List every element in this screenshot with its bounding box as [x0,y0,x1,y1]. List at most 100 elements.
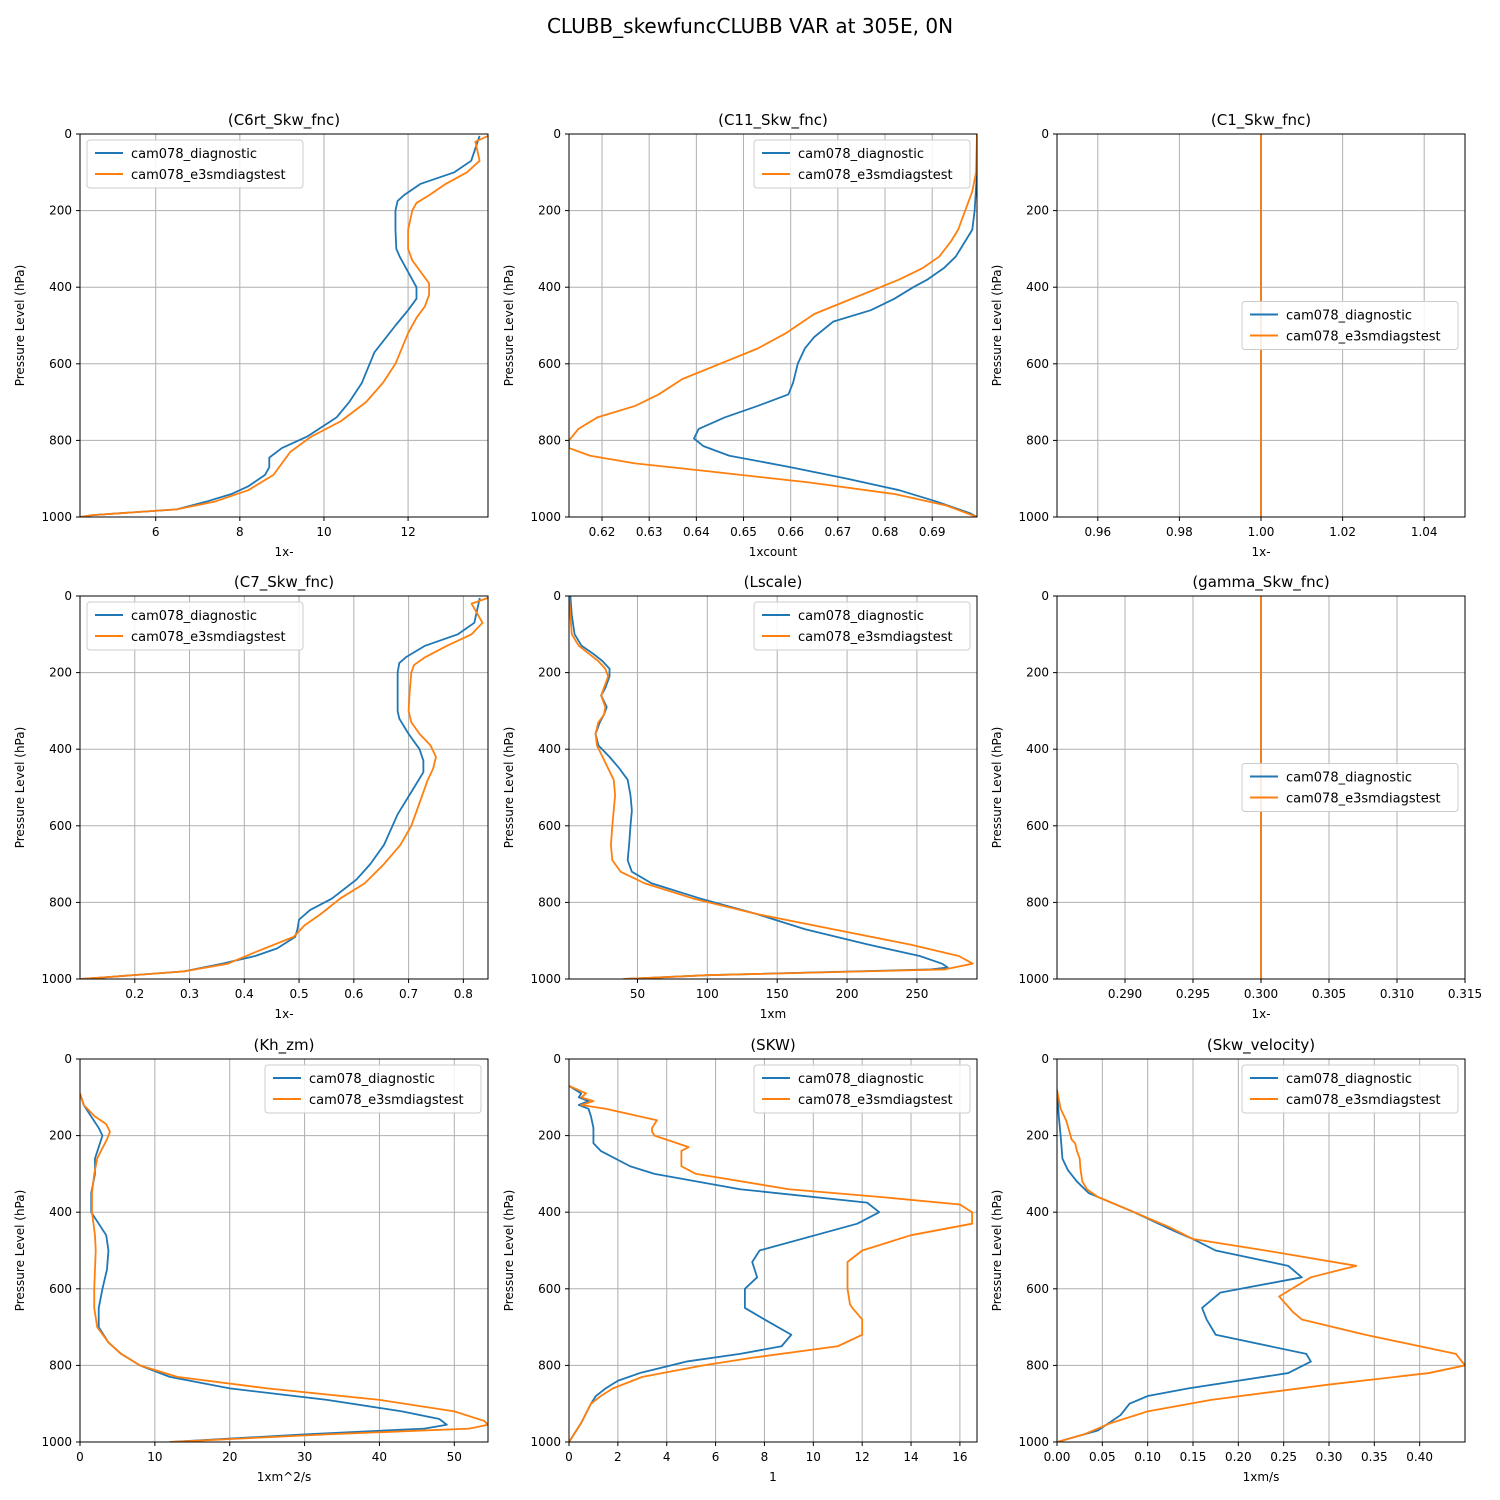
x-tick-label: 0.65 [730,525,757,539]
y-tick-label: 800 [538,895,561,909]
legend-label: cam078_diagnostic [309,1072,435,1087]
y-tick-label: 200 [1026,1129,1049,1143]
x-axis-label: 1x- [274,545,293,559]
series-line-1 [80,597,481,979]
legend-label: cam078_e3smdiagstest [1286,792,1441,807]
axes-frame [1056,1058,1466,1443]
y-tick-label: 600 [49,1282,72,1296]
series-line-2 [80,1093,488,1442]
y-tick-label: 0 [64,1052,72,1066]
y-tick-label: 0 [1041,127,1049,141]
x-tick-label: 10 [147,1450,162,1464]
x-tick-label: 6 [712,1450,720,1464]
y-tick-label: 800 [49,433,72,447]
x-tick-label: 4 [663,1450,671,1464]
series-line-2 [80,597,488,979]
x-tick-label: 0.310 [1380,987,1414,1001]
y-tick-label: 1000 [530,1435,561,1449]
x-tick-label: 0.62 [589,525,616,539]
x-tick-label: 200 [836,987,859,1001]
legend-box [1241,1064,1459,1114]
legend-box [86,139,304,189]
x-tick-label: 50 [447,1450,462,1464]
y-tick-label: 800 [1026,895,1049,909]
x-tick-label: 0.96 [1084,525,1111,539]
plot-area [569,134,977,517]
y-tick-label: 400 [538,280,561,294]
plot-area [569,1084,974,1442]
axes-frame [568,133,978,518]
series-line-1 [80,1093,448,1442]
x-tick-label: 40 [372,1450,387,1464]
y-tick-label: 200 [538,1129,561,1143]
y-axis-label: Pressure Level (hPa) [990,265,1004,387]
y-tick-label: 200 [538,666,561,680]
x-tick-label: 12 [400,525,415,539]
figure-title: CLUBB_skewfuncCLUBB VAR at 305E, 0N [546,14,954,38]
y-tick-label: 200 [538,204,561,218]
x-axis-label: 1x- [1251,1007,1270,1021]
x-tick-label: 8 [236,525,244,539]
y-axis-label: Pressure Level (hPa) [502,1190,516,1312]
legend-box [86,601,304,651]
y-tick-label: 1000 [1018,972,1049,986]
legend: cam078_diagnostic cam078_e3smdiagstest [753,139,971,189]
y-tick-label: 600 [1026,819,1049,833]
x-tick-label: 0.300 [1244,987,1278,1001]
x-tick-label: 0.98 [1166,525,1193,539]
x-tick-label: 0.00 [1044,1450,1071,1464]
panel-title: (Skw_velocity) [1207,1036,1315,1055]
x-tick-label: 10 [806,1450,821,1464]
y-tick-label: 1000 [1018,1435,1049,1449]
x-tick-label: 250 [905,987,928,1001]
x-tick-label: 30 [297,1450,312,1464]
y-tick-label: 1000 [41,972,72,986]
x-tick-label: 0.295 [1176,987,1210,1001]
y-tick-label: 600 [1026,1282,1049,1296]
x-tick-label: 16 [952,1450,967,1464]
series-line-2 [569,134,977,517]
x-tick-label: 0.20 [1225,1450,1252,1464]
series-line-1 [80,135,481,517]
axes-frame [79,595,489,980]
panel-2: 0.62 0.63 0.64 0.65 0.66 0.67 0.68 0.69 0 200 400 6… [502,111,978,559]
x-tick-label: 0.40 [1406,1450,1433,1464]
y-tick-label: 0 [1041,1052,1049,1066]
x-tick-label: 2 [614,1450,622,1464]
y-axis-label: Pressure Level (hPa) [502,265,516,387]
legend-box [1241,301,1459,350]
panel-1: 6 8 10 12 0 200 400 600 800 1000 (C6rt_Skw_fnc) 1x-… [13,111,489,559]
panel-title: (C6rt_Skw_fnc) [228,111,340,130]
legend-box [753,601,971,651]
y-tick-label: 400 [538,1205,561,1219]
plot-area [1057,1089,1465,1442]
legend: cam078_diagnostic cam078_e3smdiagstest [86,601,304,651]
y-tick-label: 0 [553,1052,561,1066]
x-tick-label: 0.305 [1312,987,1346,1001]
series-line-2 [1057,1089,1465,1442]
x-tick-label: 6 [152,525,160,539]
legend-label: cam078_e3smdiagstest [131,630,286,645]
y-tick-label: 1000 [1018,510,1049,524]
y-tick-label: 600 [49,357,72,371]
x-tick-label: 0.66 [777,525,804,539]
plot-area [80,1093,488,1442]
x-axis-label: 1x- [1251,545,1270,559]
series-line-2 [569,596,974,979]
x-axis-label: 1xm^2/s [257,1470,311,1484]
y-tick-label: 400 [49,280,72,294]
x-tick-label: 0.05 [1089,1450,1116,1464]
x-axis-label: 1x- [274,1007,293,1021]
x-tick-label: 0.68 [872,525,899,539]
legend-label: cam078_diagnostic [798,609,924,624]
legend: cam078_diagnostic cam078_e3smdiagstest [86,139,304,189]
y-tick-label: 600 [538,357,561,371]
legend-label: cam078_e3smdiagstest [798,168,953,183]
y-tick-label: 400 [1026,280,1049,294]
y-tick-label: 0 [1041,589,1049,603]
x-tick-label: 150 [766,987,789,1001]
legend-box [1241,763,1459,812]
plot-area [80,135,488,517]
legend-label: cam078_e3smdiagstest [1286,1093,1441,1108]
y-axis-label: Pressure Level (hPa) [502,727,516,849]
